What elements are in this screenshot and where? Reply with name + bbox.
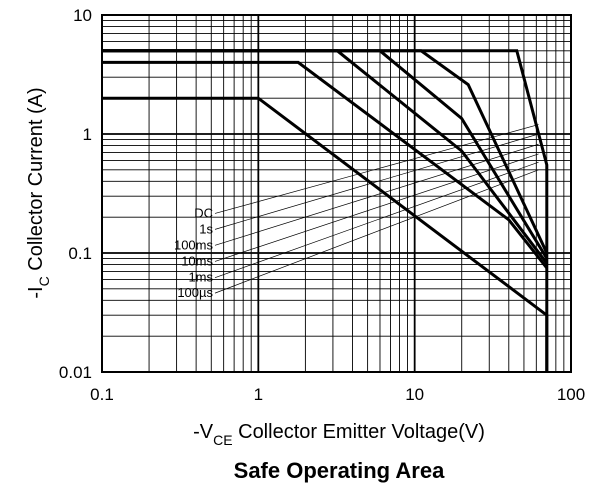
series-curve	[102, 49, 549, 372]
label-leaders	[214, 124, 539, 294]
y-axis-title-prefix: -I	[25, 286, 47, 298]
x-axis-title-suffix: Collector Emitter Voltage(V)	[233, 421, 485, 443]
x-tick-label: 0.1	[90, 385, 114, 404]
series-label: DC	[194, 205, 213, 220]
y-tick-label: 1	[83, 125, 92, 144]
x-tick-label: 1	[254, 385, 263, 404]
x-axis-title: -VCE Collector Emitter Voltage(V)	[193, 421, 485, 448]
label-leader-line	[214, 133, 539, 230]
series-label: 10ms	[181, 253, 213, 268]
x-tick-label: 100	[557, 385, 585, 404]
y-axis-title: -IC Collector Current (A)	[25, 87, 52, 298]
y-tick-label: 0.01	[59, 363, 92, 382]
label-leader-line	[214, 153, 539, 262]
grid	[101, 14, 572, 373]
y-tick-label: 10	[73, 6, 92, 25]
label-leader-line	[214, 169, 539, 294]
label-leader-line	[214, 124, 539, 214]
plot-frame	[101, 14, 572, 373]
chart-title: Safe Operating Area	[234, 458, 445, 483]
y-axis-title-suffix: Collector Current (A)	[25, 87, 47, 276]
tick-labels: 0.1 1 10 100 10 1 0.1 0.01	[59, 6, 585, 404]
series-label: 1ms	[188, 270, 213, 285]
series-label: 100µs	[177, 285, 213, 300]
series-curves	[102, 49, 549, 372]
series-label: 100ms	[174, 237, 214, 252]
series-curve	[102, 60, 548, 269]
x-tick-label: 10	[405, 385, 424, 404]
label-leader-line	[214, 143, 539, 246]
x-axis-title-subscript: CE	[213, 432, 232, 448]
y-tick-label: 0.1	[68, 244, 92, 263]
series-label: 1s	[199, 221, 213, 236]
label-leader-line	[214, 161, 539, 279]
x-axis-title-prefix: -V	[193, 421, 214, 443]
y-axis-title-subscript: C	[36, 276, 52, 286]
